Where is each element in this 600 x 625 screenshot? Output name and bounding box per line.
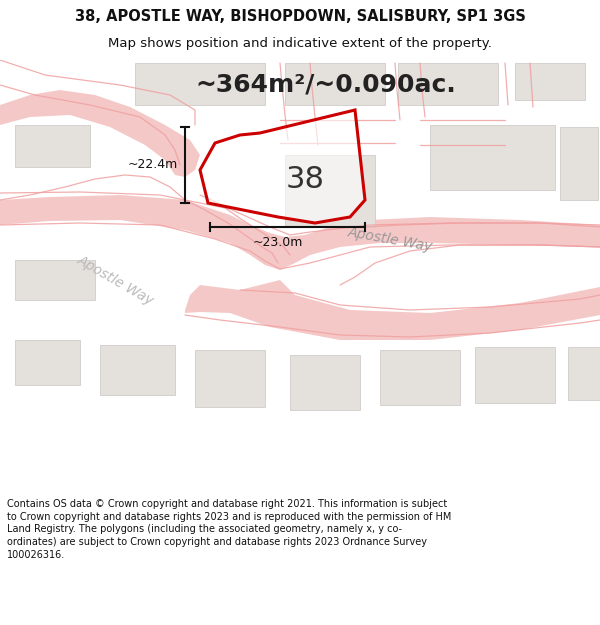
Polygon shape [0, 195, 600, 270]
Polygon shape [560, 127, 598, 200]
Polygon shape [285, 63, 385, 105]
Text: ~364m²/~0.090ac.: ~364m²/~0.090ac. [195, 73, 456, 97]
Polygon shape [135, 63, 265, 105]
Polygon shape [568, 347, 600, 400]
Text: Contains OS data © Crown copyright and database right 2021. This information is : Contains OS data © Crown copyright and d… [7, 499, 452, 560]
Polygon shape [430, 125, 555, 190]
Polygon shape [15, 125, 90, 167]
Polygon shape [290, 355, 360, 410]
Polygon shape [185, 280, 600, 340]
Text: 38, APOSTLE WAY, BISHOPDOWN, SALISBURY, SP1 3GS: 38, APOSTLE WAY, BISHOPDOWN, SALISBURY, … [74, 9, 526, 24]
Text: ~22.4m: ~22.4m [128, 159, 178, 171]
Text: Apostle Way: Apostle Way [346, 226, 434, 254]
Polygon shape [15, 340, 80, 385]
Polygon shape [515, 63, 585, 100]
Text: Map shows position and indicative extent of the property.: Map shows position and indicative extent… [108, 37, 492, 50]
Polygon shape [398, 63, 498, 105]
Text: ~23.0m: ~23.0m [253, 236, 302, 249]
Polygon shape [100, 345, 175, 395]
Polygon shape [475, 347, 555, 403]
Polygon shape [195, 350, 265, 407]
Polygon shape [200, 110, 365, 223]
Text: Apostle Way: Apostle Way [74, 253, 156, 308]
Polygon shape [380, 350, 460, 405]
Polygon shape [15, 260, 95, 300]
Text: 38: 38 [286, 166, 325, 194]
Polygon shape [285, 155, 375, 227]
Polygon shape [0, 90, 200, 177]
